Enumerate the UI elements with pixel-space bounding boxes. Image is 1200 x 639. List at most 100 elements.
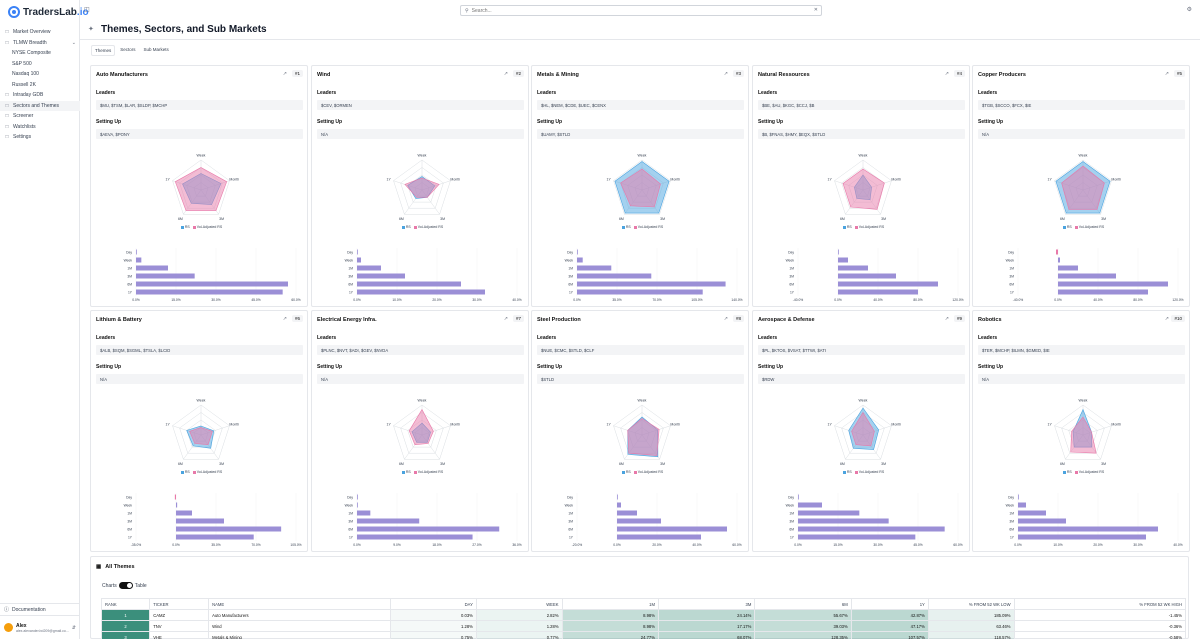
line-chart-icon[interactable]: ↗ (503, 316, 508, 322)
sidebar-toggle-icon[interactable]: ◫ (84, 7, 90, 13)
bar-category-label: Week (345, 504, 354, 508)
line-chart-icon[interactable]: ↗ (944, 316, 949, 322)
clear-icon[interactable]: ✕ (813, 7, 818, 13)
bar-tick-label: 0.0% (353, 298, 361, 302)
bar-tick-label: 15.0% (833, 543, 842, 547)
sidebar: TradersLab.io □ Market Overview □ TLMW Brea… (0, 0, 89, 639)
sidebar-item[interactable]: S&P 500 (0, 59, 80, 70)
sectors-icon: □ (5, 102, 9, 109)
column-header[interactable]: 1Y (850, 598, 929, 610)
legend-swatch-rs (401, 225, 405, 229)
rank-badge: #3 (732, 70, 744, 77)
bar (617, 510, 637, 516)
column-header[interactable]: % FROM 52 WK HIGH (1013, 598, 1187, 610)
logo[interactable]: TradersLab.io (8, 6, 89, 18)
line-chart-icon[interactable]: ↗ (723, 316, 728, 322)
sidebar-item[interactable]: □ Settings (0, 132, 80, 143)
bar-tick-label: 0.0% (834, 298, 842, 302)
radar-axis-label: 1Y (1048, 178, 1053, 182)
card-title: Copper Producers (978, 72, 1026, 78)
chevron-down-icon[interactable]: ⌄ (71, 39, 76, 46)
column-header[interactable]: RANK (100, 598, 151, 610)
card-title: Natural Ressources (758, 72, 810, 78)
line-chart-icon[interactable]: ↗ (1164, 71, 1169, 77)
screener-icon: □ (5, 113, 9, 120)
bar-chart: 0.0% 15.0% 30.0% 45.0% 60.0% Day Week 1M 3M 6M 1Y (124, 248, 301, 302)
setting-up-value: $STLD (537, 374, 744, 384)
legend-label-rs: RS (184, 470, 190, 474)
chart-legend: RS Vol-Adjusted RS (532, 225, 750, 229)
documentation-link[interactable]: ⓘ Documentation (0, 603, 80, 615)
radar-axis-label: 1Y (387, 423, 392, 427)
column-header[interactable]: NAME (208, 598, 392, 610)
search-box[interactable]: ⚲ ✕ (460, 5, 822, 16)
column-header[interactable]: 3M (657, 598, 756, 610)
view-toggle: Charts Table (102, 582, 147, 589)
radar-axis-label: Week (1079, 154, 1088, 158)
radar-axis-label: Week (859, 154, 868, 158)
table-row[interactable]: 1 CAMZ Auto Manufacturers 0.03% 2.82% 8.98% 24… (100, 609, 1187, 621)
sidebar-item[interactable]: □ TLMW Breadth ⌄ (0, 38, 80, 49)
bar (357, 281, 461, 287)
line-chart-icon[interactable]: ↗ (1164, 316, 1169, 322)
bar-tick-label: 15.0% (171, 298, 180, 302)
sidebar-item[interactable]: Russell 2K (0, 80, 80, 91)
bar-tick-label: 80.0% (913, 298, 922, 302)
column-header[interactable]: 1M (561, 598, 659, 610)
radar-grid (172, 404, 230, 460)
bar-category-label: 1M (789, 512, 794, 516)
sidebar-item[interactable]: □ Intraday GDB (0, 90, 80, 101)
column-header[interactable]: 6M (754, 598, 852, 610)
line-chart-icon[interactable]: ↗ (723, 71, 728, 77)
sidebar-item[interactable]: Nasdaq 100 (0, 69, 80, 80)
column-header[interactable]: TICKER (149, 598, 210, 610)
bar-category-label: Week (124, 259, 133, 263)
bar-category-label: 3M (348, 275, 353, 279)
column-header[interactable]: % FROM 52 WK LOW (927, 598, 1015, 610)
bar (1018, 534, 1146, 540)
column-header[interactable]: WEEK (475, 598, 563, 610)
sidebar-item[interactable]: □ Sectors and Themes (0, 100, 80, 111)
legend-swatch-rs (180, 470, 184, 474)
radar-axis-label: 1Y (387, 178, 392, 182)
page-title: Themes, Sectors, and Sub Markets (101, 24, 267, 35)
leaders-label: Leaders (96, 90, 116, 96)
rank-badge: #7 (512, 315, 524, 322)
bar-tick-label: 40.0% (873, 298, 882, 302)
radar-axis-label: 6M (1060, 462, 1065, 466)
bar-tick-label: 20.0% (652, 543, 661, 547)
radar-axis-label: 3M (440, 217, 445, 221)
line-chart-icon[interactable]: ↗ (282, 316, 287, 322)
tab-sectors[interactable]: Sectors (120, 47, 136, 52)
leaders-label: Leaders (978, 335, 998, 341)
legend-swatch-rs (1062, 225, 1066, 229)
column-header[interactable]: DAY (390, 598, 477, 610)
radar-axis-label: 3M (219, 217, 224, 221)
sidebar-bottom: ⓘ Documentation Alex alex.alexander.bd20… (0, 603, 80, 639)
sidebar-item[interactable]: NYSE Composite (0, 48, 80, 59)
tab-themes[interactable]: Themes (91, 45, 116, 56)
table-row[interactable]: 3 VHE Metals & Mining 0.75% 0.77% 24.77% 68.07… (100, 631, 1187, 639)
setting-up-label: Setting Up (317, 364, 342, 370)
table-row[interactable]: 2 TNV Wind 1.28% 1.28% 8.98% 17.17% 39.03% 47.17… (100, 620, 1187, 632)
user-profile[interactable]: Alex alex.alexander.bd209@gmail.co... ⇵ (0, 615, 80, 639)
table-cell: 128.35% (754, 631, 852, 639)
sidebar-item[interactable]: □ Screener (0, 111, 80, 122)
table-cell: 118.57% (927, 631, 1015, 639)
line-chart-icon[interactable]: ↗ (944, 71, 949, 77)
bar-category-label: 6M (348, 528, 353, 532)
line-chart-icon[interactable]: ↗ (282, 71, 287, 77)
charts-table-toggle[interactable] (118, 582, 133, 589)
setting-up-value: N/A (978, 374, 1185, 384)
sidebar-item[interactable]: □ Watchlists (0, 122, 80, 133)
gear-icon[interactable]: ⚙ (1186, 7, 1192, 13)
search-input[interactable] (471, 7, 792, 14)
chart-legend: RS Vol-Adjusted RS (91, 225, 309, 229)
tab-sub-markets[interactable]: Sub Markets (143, 47, 169, 52)
chart-legend: RS Vol-Adjusted RS (973, 470, 1191, 474)
sidebar-item[interactable]: □ Market Overview (0, 27, 80, 38)
chevron-updown-icon[interactable]: ⇵ (71, 624, 76, 631)
rank-badge: #1 (291, 70, 303, 77)
bar-tick-label: 0.0% (794, 543, 802, 547)
line-chart-icon[interactable]: ↗ (503, 71, 508, 77)
